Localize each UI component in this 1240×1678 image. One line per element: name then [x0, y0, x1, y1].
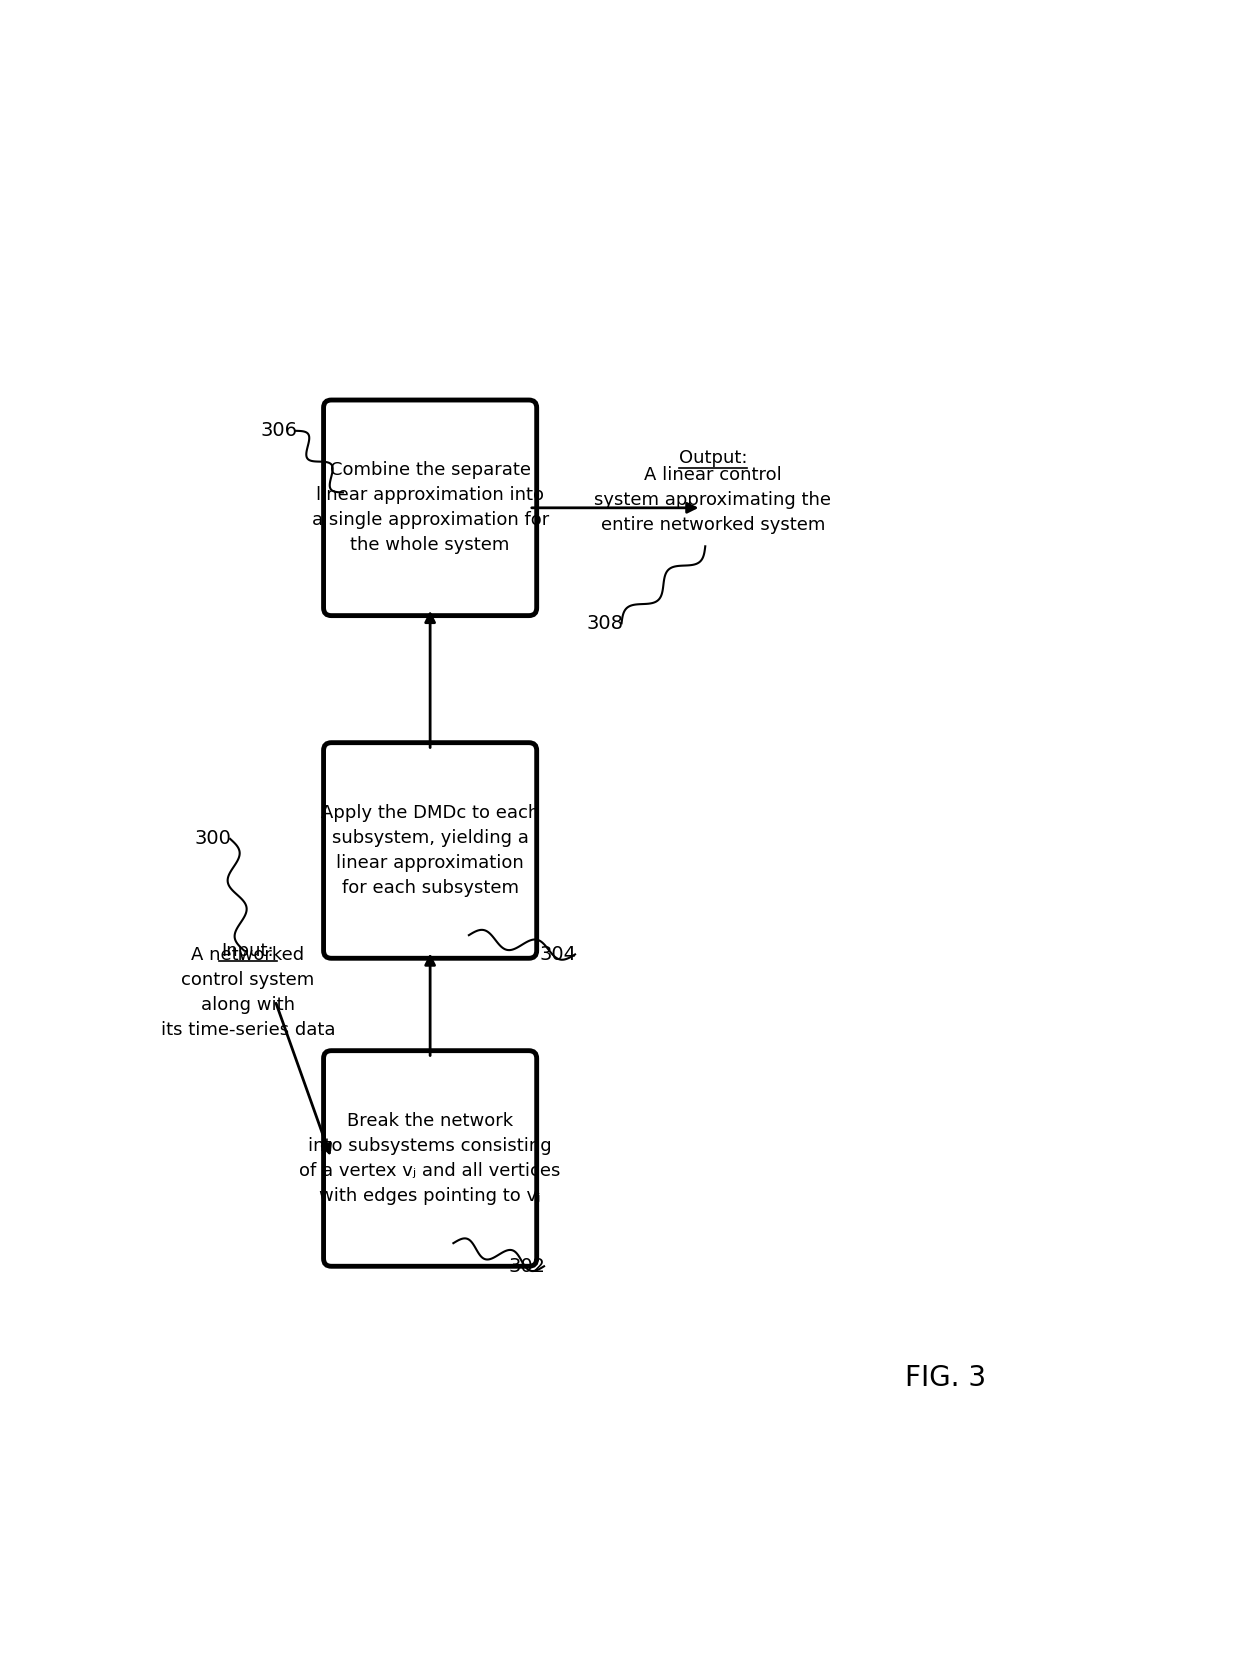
Text: A networked
control system
along with
its time-series data: A networked control system along with it… [161, 946, 335, 1039]
Text: A linear control
system approximating the
entire networked system: A linear control system approximating th… [594, 466, 832, 534]
Text: Input:: Input: [222, 941, 274, 960]
Text: 306: 306 [260, 421, 298, 440]
FancyBboxPatch shape [324, 743, 537, 958]
Text: Apply the DMDc to each
subsystem, yielding a
linear approximation
for each subsy: Apply the DMDc to each subsystem, yieldi… [321, 804, 539, 898]
FancyBboxPatch shape [324, 399, 537, 616]
Text: 300: 300 [195, 829, 232, 849]
Text: 308: 308 [587, 614, 622, 633]
Text: 304: 304 [539, 945, 577, 963]
FancyBboxPatch shape [324, 1050, 537, 1267]
Text: Break the network
into subsystems consisting
of a vertex vⱼ and all vertices
wit: Break the network into subsystems consis… [299, 1113, 560, 1205]
Text: 302: 302 [508, 1257, 546, 1275]
Text: Combine the separate
linear approximation into
a single approximation for
the wh: Combine the separate linear approximatio… [311, 461, 549, 554]
Text: Output:: Output: [678, 448, 748, 466]
Text: FIG. 3: FIG. 3 [905, 1364, 986, 1393]
